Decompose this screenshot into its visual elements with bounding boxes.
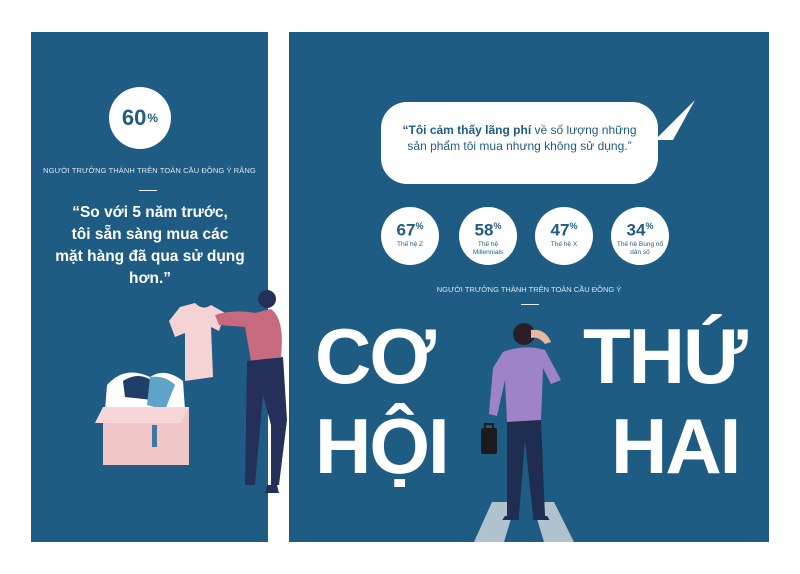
man-briefcase-illustration [481, 323, 561, 520]
stat-unit: % [415, 221, 424, 231]
right-panel: “Tôi cảm thấy lãng phí về số lượng những… [289, 32, 769, 542]
stat-unit: % [645, 221, 654, 231]
stat-value: 67 [396, 220, 416, 240]
stat-value: 60 [121, 105, 147, 130]
bubble-tail-icon [655, 100, 695, 140]
stat-circle-gen-x: 47% Thế hệ X [535, 207, 593, 265]
bubble-bold-text: “Tôi cảm thấy lãng phí [402, 123, 532, 137]
left-quote: “So với 5 năm trước, tôi sẵn sàng mua cá… [35, 202, 265, 290]
right-divider [521, 304, 539, 305]
stat-circle-millennials: 58% Thế hệ Millennials [459, 207, 517, 265]
headline-word-1: CƠ [315, 312, 436, 400]
quote-line-2: tôi sẵn sàng mua các [71, 226, 229, 243]
stat-value: 34 [626, 220, 646, 240]
stat-label: Thế hệ Bùng nổ dân số [616, 240, 664, 256]
stat-label: Thế hệ Z [396, 240, 423, 248]
stat-circle-gen-z: 67% Thế hệ Z [381, 207, 439, 265]
stat-value: 47 [550, 220, 570, 240]
left-divider [139, 190, 157, 191]
stat-circle-60: 60% [109, 87, 171, 149]
left-caption: NGƯỜI TRƯỞNG THÀNH TRÊN TOÀN CẦU ĐỒNG Ý … [43, 166, 256, 175]
bubble-rest-text: về số lượng những sản phẩm tôi mua nhưng… [407, 123, 637, 153]
headline-word-3: THỨ [583, 312, 748, 400]
stat-value: 58 [474, 220, 494, 240]
woman-clothes-illustration [95, 290, 287, 493]
shirt-icon [169, 303, 225, 381]
quote-line-1: “So với 5 năm trước, [72, 204, 228, 221]
headline-word-2: HỘI [315, 402, 450, 490]
speech-bubble: “Tôi cảm thấy lãng phí về số lượng những… [381, 102, 658, 184]
man-figure-icon [489, 323, 561, 520]
left-panel: 60% NGƯỜI TRƯỞNG THÀNH TRÊN TOÀN CẦU ĐỒN… [31, 32, 268, 542]
stat-unit: % [569, 221, 578, 231]
briefcase-icon [481, 423, 497, 454]
right-caption: NGƯỜI TRƯỞNG THÀNH TRÊN TOÀN CẦU ĐỒNG Ý [436, 285, 622, 294]
headline-word-4: HAI [611, 402, 741, 490]
stat-label: Thế hệ Millennials [472, 240, 504, 256]
clothes-box-icon [95, 372, 189, 465]
quote-line-3: mặt hàng đã qua sử dụng hơn.” [55, 248, 245, 287]
stat-unit: % [493, 221, 502, 231]
woman-figure-icon [215, 290, 287, 493]
stat-unit: % [147, 111, 159, 125]
stat-label: Thế hệ X [550, 240, 578, 248]
stat-circle-boomers: 34% Thế hệ Bùng nổ dân số [611, 207, 669, 265]
